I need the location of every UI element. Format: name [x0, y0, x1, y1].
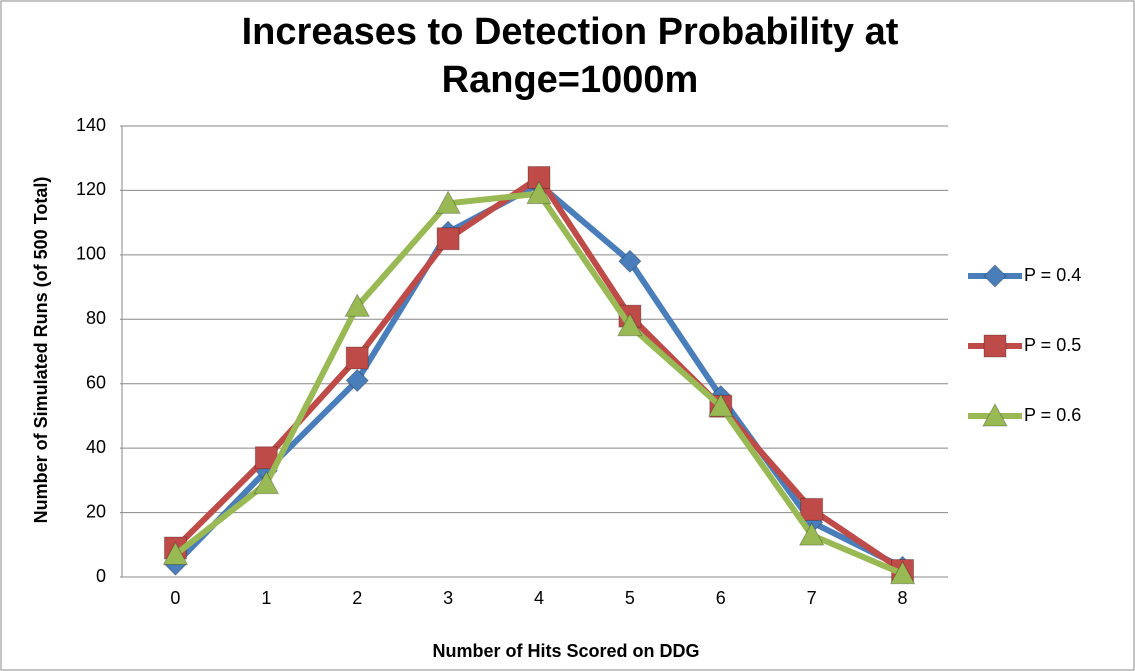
x-tick-label: 2 [352, 588, 362, 608]
data-point [707, 393, 734, 417]
data-point [435, 190, 461, 214]
x-tick-label: 5 [625, 588, 635, 608]
x-tick-label: 0 [170, 588, 180, 608]
data-point [253, 470, 280, 495]
y-axis-label: Number of Simulated Runs (of 500 Total) [31, 177, 51, 524]
y-tick-label: 140 [76, 115, 106, 135]
x-axis-label: Number of Hits Scored on DDG [432, 641, 699, 661]
data-point [618, 249, 642, 274]
data-point [345, 368, 369, 393]
x-tick-label: 6 [716, 588, 726, 608]
y-tick-label: 80 [86, 308, 106, 328]
data-point [436, 227, 460, 251]
x-tick-label: 4 [534, 588, 544, 608]
legend-label: P = 0.6 [1024, 405, 1081, 425]
data-point [526, 180, 552, 205]
data-point [889, 560, 916, 585]
data-point [344, 293, 371, 317]
x-tick-label: 7 [807, 588, 817, 608]
legend-label: P = 0.4 [1024, 265, 1081, 285]
y-tick-label: 100 [76, 244, 106, 264]
data-point [162, 541, 189, 565]
y-tick-label: 120 [76, 179, 106, 199]
legend-label: P = 0.5 [1024, 335, 1081, 355]
data-point [798, 522, 825, 546]
y-tick-label: 40 [86, 437, 106, 457]
x-tick-label: 3 [443, 588, 453, 608]
x-tick-label: 8 [898, 588, 908, 608]
legend-marker [983, 334, 1007, 358]
data-point [800, 497, 824, 521]
data-point [254, 446, 278, 470]
data-point [617, 312, 643, 337]
data-point [345, 346, 369, 370]
y-tick-label: 0 [96, 566, 106, 586]
legend-marker [983, 264, 1007, 288]
x-tick-label: 1 [261, 588, 271, 608]
y-tick-label: 20 [86, 501, 106, 521]
y-tick-label: 60 [86, 372, 106, 392]
data-point [527, 166, 551, 190]
legend-marker [982, 402, 1008, 427]
chart-title: Increases to Detection Probability at Ra… [241, 11, 899, 101]
